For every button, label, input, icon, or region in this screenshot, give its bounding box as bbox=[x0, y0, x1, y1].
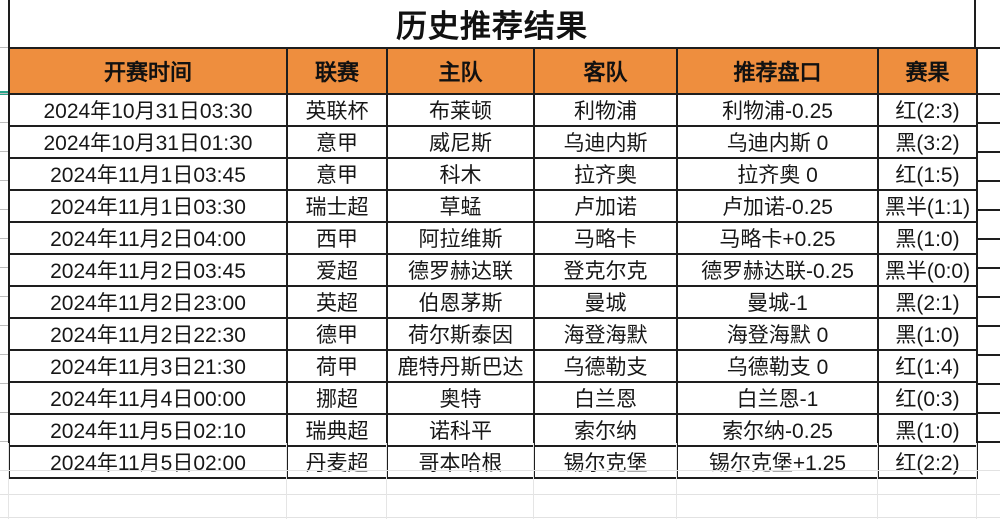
header-cell-5[interactable]: 推荐盘口 bbox=[676, 47, 879, 95]
header-cell-4[interactable]: 客队 bbox=[533, 47, 678, 95]
table-row: 2024年11月1日03:30 瑞士超 草蜢 卢加诺 卢加诺-0.25 黑半(1:1) bbox=[8, 189, 978, 223]
result-cell[interactable]: 红(1:4) bbox=[877, 349, 978, 383]
kickoff-time-cell[interactable]: 2024年10月31日01:30 bbox=[8, 125, 288, 159]
handicap-cell[interactable]: 曼城-1 bbox=[676, 285, 879, 319]
league-cell[interactable]: 荷甲 bbox=[286, 349, 388, 383]
result-cell[interactable]: 红(2:3) bbox=[877, 93, 978, 127]
kickoff-time-cell[interactable]: 2024年11月1日03:30 bbox=[8, 189, 288, 223]
handicap-cell[interactable]: 拉齐奥 0 bbox=[676, 157, 879, 191]
header-cell-2[interactable]: 联赛 bbox=[286, 47, 388, 95]
handicap-cell[interactable]: 白兰恩-1 bbox=[676, 381, 879, 415]
home-team-cell[interactable]: 荷尔斯泰因 bbox=[386, 317, 535, 351]
table-row: 2024年10月31日03:30 英联杯 布莱顿 利物浦 利物浦-0.25 红(2:3) bbox=[8, 93, 978, 127]
handicap-cell[interactable]: 乌德勒支 0 bbox=[676, 349, 879, 383]
header-cell-1[interactable]: 开赛时间 bbox=[8, 47, 288, 95]
results-table: 开赛时间 联赛 主队 客队 推荐盘口 赛果 2024年10月31日03:30 英联杯 布莱顿利… bbox=[8, 47, 978, 479]
handicap-cell[interactable]: 德罗赫达联-0.25 bbox=[676, 253, 879, 287]
away-team-cell[interactable]: 卢加诺 bbox=[533, 189, 678, 223]
table-row: 2024年11月2日03:45 爱超 德罗赫达联 登克尔克 德罗赫达联-0.25 黑半(0… bbox=[8, 253, 978, 287]
away-team-cell[interactable]: 乌德勒支 bbox=[533, 349, 678, 383]
away-team-cell[interactable]: 曼城 bbox=[533, 285, 678, 319]
home-team-cell[interactable]: 鹿特丹斯巴达 bbox=[386, 349, 535, 383]
handicap-cell[interactable]: 利物浦-0.25 bbox=[676, 93, 879, 127]
kickoff-time-cell[interactable]: 2024年11月4日00:00 bbox=[8, 381, 288, 415]
home-team-cell[interactable]: 威尼斯 bbox=[386, 125, 535, 159]
home-team-cell[interactable]: 科木 bbox=[386, 157, 535, 191]
result-cell[interactable]: 黑(2:1) bbox=[877, 285, 978, 319]
away-team-cell[interactable]: 乌迪内斯 bbox=[533, 125, 678, 159]
league-cell[interactable]: 西甲 bbox=[286, 221, 388, 255]
league-cell[interactable]: 瑞典超 bbox=[286, 413, 388, 447]
results-sheet: 历史推荐结果 开赛时间 联赛 主队 客队 推荐盘口 赛果 2024年10月31日03:30… bbox=[8, 0, 978, 479]
handicap-cell[interactable]: 海登海默 0 bbox=[676, 317, 879, 351]
league-cell[interactable]: 丹麦超 bbox=[286, 445, 388, 479]
league-cell[interactable]: 德甲 bbox=[286, 317, 388, 351]
home-team-cell[interactable]: 哥本哈根 bbox=[386, 445, 535, 479]
title-cell[interactable]: 历史推荐结果 bbox=[8, 0, 976, 47]
table-header-row: 开赛时间 联赛 主队 客队 推荐盘口 赛果 bbox=[8, 47, 978, 95]
kickoff-time-cell[interactable]: 2024年11月5日02:00 bbox=[8, 445, 288, 479]
result-cell[interactable]: 黑半(1:1) bbox=[877, 189, 978, 223]
result-cell[interactable]: 黑(3:2) bbox=[877, 125, 978, 159]
kickoff-time-cell[interactable]: 2024年11月1日03:45 bbox=[8, 157, 288, 191]
table-row: 2024年11月2日23:00 英超 伯恩茅斯 曼城 曼城-1 黑(2:1) bbox=[8, 285, 978, 319]
result-cell[interactable]: 红(0:3) bbox=[877, 381, 978, 415]
handicap-cell[interactable]: 马略卡+0.25 bbox=[676, 221, 879, 255]
kickoff-time-cell[interactable]: 2024年11月3日21:30 bbox=[8, 349, 288, 383]
table-row: 2024年11月2日04:00 西甲 阿拉维斯 马略卡 马略卡+0.25 黑(1:0) bbox=[8, 221, 978, 255]
home-team-cell[interactable]: 奥特 bbox=[386, 381, 535, 415]
kickoff-time-cell[interactable]: 2024年11月2日03:45 bbox=[8, 253, 288, 287]
header-cell-6[interactable]: 赛果 bbox=[877, 47, 978, 95]
league-cell[interactable]: 瑞士超 bbox=[286, 189, 388, 223]
table-row: 2024年11月1日03:45 意甲 科木 拉齐奥 拉齐奥 0 红(1:5) bbox=[8, 157, 978, 191]
table-row: 2024年11月5日02:00 丹麦超 哥本哈根 锡尔克堡 锡尔克堡+1.25 红(2:2… bbox=[8, 445, 978, 479]
handicap-cell[interactable]: 索尔纳-0.25 bbox=[676, 413, 879, 447]
away-team-cell[interactable]: 海登海默 bbox=[533, 317, 678, 351]
result-cell[interactable]: 红(1:5) bbox=[877, 157, 978, 191]
result-cell[interactable]: 黑(1:0) bbox=[877, 413, 978, 447]
home-team-cell[interactable]: 诺科平 bbox=[386, 413, 535, 447]
table-row: 2024年11月2日22:30 德甲 荷尔斯泰因 海登海默 海登海默 0 黑(1:0) bbox=[8, 317, 978, 351]
table-row: 2024年10月31日01:30 意甲 威尼斯 乌迪内斯 乌迪内斯 0 黑(3:2) bbox=[8, 125, 978, 159]
away-team-cell[interactable]: 锡尔克堡 bbox=[533, 445, 678, 479]
kickoff-time-cell[interactable]: 2024年11月5日02:10 bbox=[8, 413, 288, 447]
kickoff-time-cell[interactable]: 2024年11月2日23:00 bbox=[8, 285, 288, 319]
page-title: 历史推荐结果 bbox=[396, 9, 588, 44]
result-cell[interactable]: 黑(1:0) bbox=[877, 221, 978, 255]
league-cell[interactable]: 意甲 bbox=[286, 157, 388, 191]
result-cell[interactable]: 黑(1:0) bbox=[877, 317, 978, 351]
away-team-cell[interactable]: 索尔纳 bbox=[533, 413, 678, 447]
away-team-cell[interactable]: 利物浦 bbox=[533, 93, 678, 127]
league-cell[interactable]: 爱超 bbox=[286, 253, 388, 287]
kickoff-time-cell[interactable]: 2024年11月2日04:00 bbox=[8, 221, 288, 255]
away-team-cell[interactable]: 马略卡 bbox=[533, 221, 678, 255]
header-cell-3[interactable]: 主队 bbox=[386, 47, 535, 95]
kickoff-time-cell[interactable]: 2024年11月2日22:30 bbox=[8, 317, 288, 351]
handicap-cell[interactable]: 锡尔克堡+1.25 bbox=[676, 445, 879, 479]
league-cell[interactable]: 意甲 bbox=[286, 125, 388, 159]
away-team-cell[interactable]: 拉齐奥 bbox=[533, 157, 678, 191]
league-cell[interactable]: 英超 bbox=[286, 285, 388, 319]
result-cell[interactable]: 黑半(0:0) bbox=[877, 253, 978, 287]
home-team-cell[interactable]: 草蜢 bbox=[386, 189, 535, 223]
away-team-cell[interactable]: 白兰恩 bbox=[533, 381, 678, 415]
league-cell[interactable]: 英联杯 bbox=[286, 93, 388, 127]
home-team-cell[interactable]: 伯恩茅斯 bbox=[386, 285, 535, 319]
handicap-cell[interactable]: 卢加诺-0.25 bbox=[676, 189, 879, 223]
table-row: 2024年11月4日00:00 挪超 奥特 白兰恩 白兰恩-1 红(0:3) bbox=[8, 381, 978, 415]
home-team-cell[interactable]: 布莱顿 bbox=[386, 93, 535, 127]
away-team-cell[interactable]: 登克尔克 bbox=[533, 253, 678, 287]
handicap-cell[interactable]: 乌迪内斯 0 bbox=[676, 125, 879, 159]
home-team-cell[interactable]: 德罗赫达联 bbox=[386, 253, 535, 287]
kickoff-time-cell[interactable]: 2024年10月31日03:30 bbox=[8, 93, 288, 127]
home-team-cell[interactable]: 阿拉维斯 bbox=[386, 221, 535, 255]
table-row: 2024年11月3日21:30 荷甲 鹿特丹斯巴达 乌德勒支 乌德勒支 0 红(1:4) bbox=[8, 349, 978, 383]
league-cell[interactable]: 挪超 bbox=[286, 381, 388, 415]
table-row: 2024年11月5日02:10 瑞典超 诺科平 索尔纳 索尔纳-0.25 黑(1:0) bbox=[8, 413, 978, 447]
result-cell[interactable]: 红(2:2) bbox=[877, 445, 978, 479]
